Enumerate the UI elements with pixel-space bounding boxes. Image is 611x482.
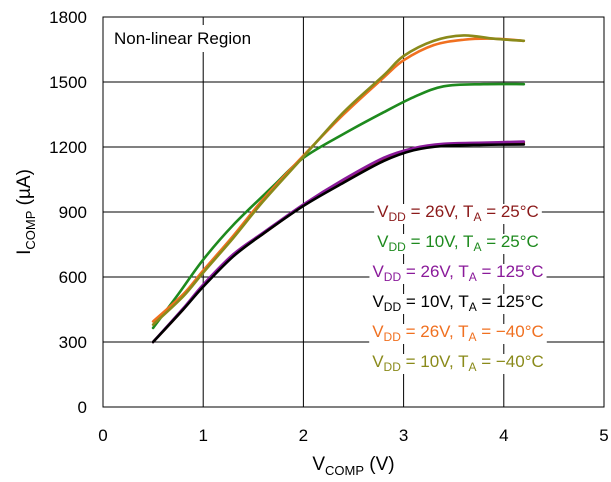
legend-entry: VDD = 10V, TA = −40°C — [372, 352, 544, 374]
axis-label-text: VCOMP (V) — [312, 454, 394, 478]
series-line — [151, 82, 526, 330]
x-tick-label: 0 — [98, 426, 107, 445]
axis-label-text: ICOMP (µA) — [14, 169, 38, 255]
y-axis-label: ICOMP (µA) — [14, 169, 38, 255]
x-tick-label: 3 — [399, 426, 408, 445]
x-tick-label: 2 — [299, 426, 308, 445]
plot-frame — [102, 16, 605, 408]
legend-entry: VDD = 10V, TA = 25°C — [377, 232, 539, 254]
x-tick-label: 5 — [599, 426, 608, 445]
series-line — [151, 34, 526, 326]
legend-entry-background — [374, 204, 542, 224]
y-tick-label: 300 — [59, 333, 87, 352]
annotation-background — [108, 25, 258, 52]
series-line — [151, 37, 526, 323]
tick-labels: 0 1 2 3 4 5 0 300 600 900 1200 1500 1800 — [49, 8, 609, 445]
x-axis-label: VCOMP (V) — [312, 454, 394, 478]
annotation-text: Non-linear Region — [114, 29, 251, 48]
y-tick-label: 600 — [59, 268, 87, 287]
legend-entry: VDD = 26V, TA = −40°C — [372, 322, 544, 344]
legend-entry-background — [369, 354, 547, 374]
legend-entry-background — [369, 264, 547, 284]
x-tick-label: 4 — [499, 426, 508, 445]
series-lines — [151, 34, 526, 344]
legend-entry: VDD = 26V, TA = 125°C — [372, 262, 543, 284]
y-tick-label: 1500 — [49, 73, 87, 92]
series-line — [151, 140, 526, 344]
annotation-box: Non-linear Region — [108, 25, 258, 52]
y-tick-label: 0 — [78, 398, 87, 417]
y-tick-label: 1800 — [49, 8, 87, 27]
y-tick-label: 900 — [59, 203, 87, 222]
x-tick-label: 1 — [198, 426, 207, 445]
y-tick-label: 1200 — [49, 138, 87, 157]
legend-entry-background — [374, 234, 542, 254]
legend-entry: VDD = 10V, TA = 125°C — [372, 292, 543, 314]
legend: VDD = 26V, TA = 25°C VDD = 10V, TA = 25°C… — [369, 202, 547, 374]
legend-entry-background — [369, 324, 547, 344]
series-line — [151, 143, 526, 344]
legend-entry-background — [369, 294, 547, 314]
legend-entry: VDD = 26V, TA = 25°C — [377, 202, 539, 224]
